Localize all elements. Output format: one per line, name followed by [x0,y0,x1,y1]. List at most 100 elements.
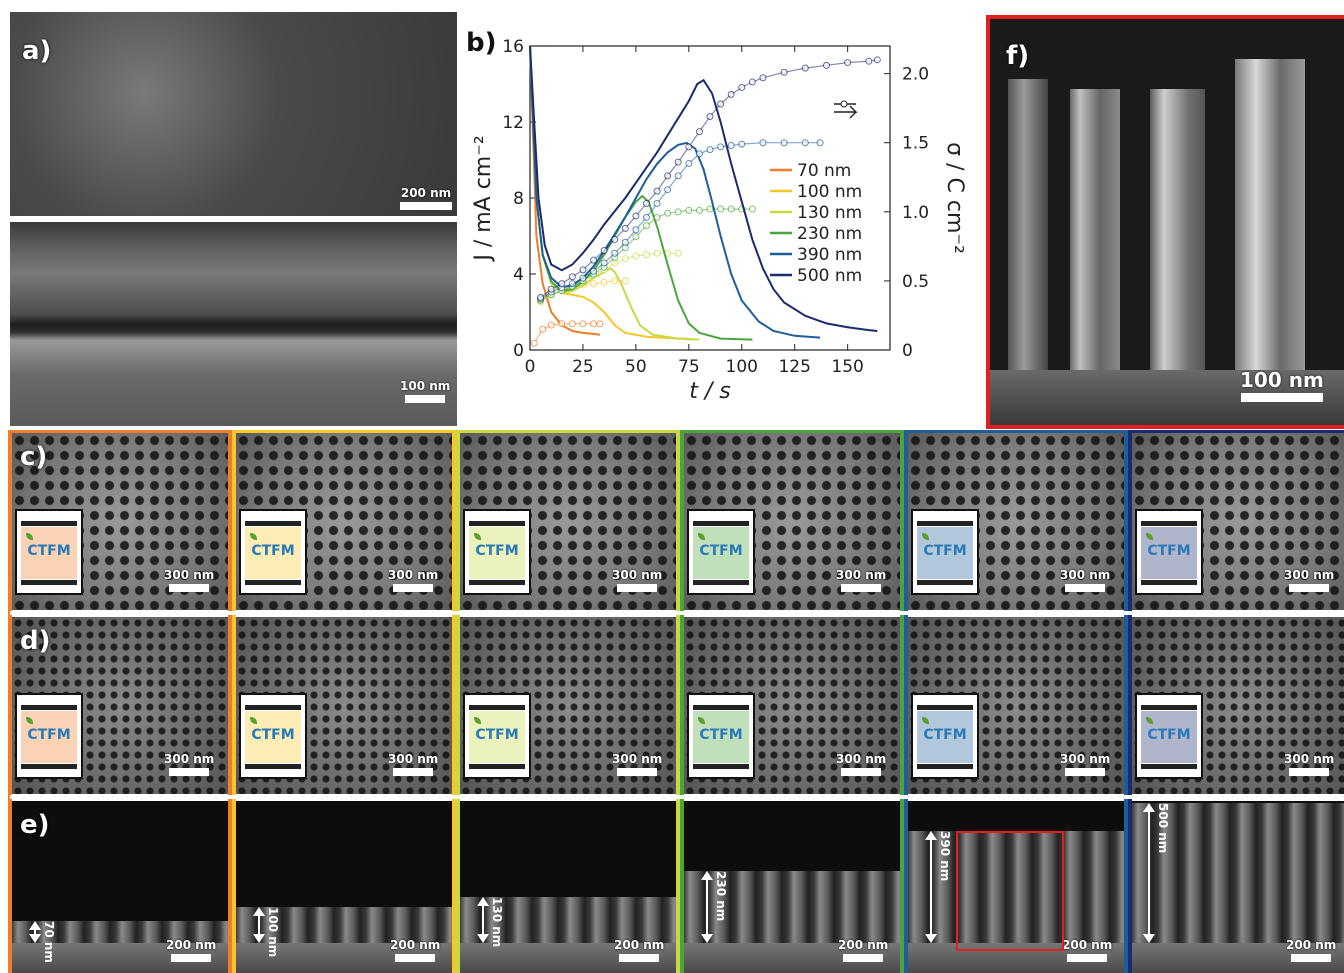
current-line-500nm [529,45,878,332]
scale-bar-label: 300 nm [836,752,887,766]
charge-point [706,112,714,120]
charge-point [611,249,619,257]
logo-text: CTFM [923,543,967,559]
charge-point [539,325,547,333]
scale-bar: 300 nm [388,753,438,776]
charge-point [568,280,576,288]
charge-point [642,200,650,208]
x-tick-label: 25 [572,357,594,377]
logo-text: CTFM [27,543,71,559]
scale-bar: 300 nm [836,569,886,592]
scale-bar-label: 200 nm [390,938,441,952]
logo-text: CTFM [923,727,967,743]
charge-point [664,186,672,194]
charge-point [801,64,809,72]
charge-point [844,59,852,67]
charge-point [653,200,661,208]
height-arrow [253,907,265,943]
scale-bar: 300 nm [612,569,662,592]
ctfm-logo-photo: CTFM [1135,509,1203,595]
charge-point [748,78,756,86]
height-label: 70 nm [42,921,56,963]
cross-section-5: 390 nm 200 nm [908,801,1124,973]
tube-film [908,831,1124,943]
current-charge-chart: 0 25 50 75 100 125 150 0 4 8 12 16 0 0.5 1.0 1.5 2.0 t / … [471,37,967,404]
ctfm-logo-photo: CTFM [463,693,531,779]
plan-view-before-1: CTFM 300 nm [12,433,228,610]
cross-section-6: 500 nm 200 nm [1132,801,1344,973]
cross-section-1: 70 nm 200 nm [12,801,228,973]
scale-bar-a-cross: 100 nm [400,380,450,403]
ctfm-logo-photo: CTFM [911,693,979,779]
charge-point [611,277,619,285]
x-tick-label: 75 [678,357,700,377]
height-label: 130 nm [490,897,504,948]
charge-point [759,139,767,147]
charge-point [547,321,555,329]
charge-point [558,320,566,328]
charge-point [590,280,598,288]
scale-bar: 300 nm [836,753,886,776]
charge-point [664,172,672,180]
charge-point [664,209,672,217]
logo-text: CTFM [475,727,519,743]
column-frame-3 [456,430,680,973]
y2-tick-label: 0 [902,341,913,361]
charge-point [579,320,587,328]
scale-bar-label: 200 nm [400,186,452,200]
panel-label-e: e) [20,810,50,840]
panel-label-b: b) [466,28,497,58]
tube-film [236,907,452,943]
logo-text: CTFM [251,543,295,559]
charge-point [674,208,682,216]
logo-text: CTFM [475,543,519,559]
plan-view-before-4: CTFM 300 nm [684,433,900,610]
charge-point [816,139,824,147]
plan-view-before-6: CTFM 300 nm [1132,433,1344,610]
current-line-130nm [529,45,700,341]
scale-bar-label: 300 nm [1284,568,1335,582]
sem-image-a-cross: 100 nm [10,222,457,426]
scale-bar-label: 200 nm [166,938,217,952]
scale-bar: 200 nm [838,939,888,962]
scale-bar-label: 200 nm [1286,938,1337,952]
panel-label-c: c) [20,442,48,472]
charge-point [685,143,693,151]
scale-bar-label: 300 nm [1060,568,1111,582]
tube-film [684,871,900,943]
x-tick-label: 0 [525,357,536,377]
scale-bar: 200 nm [1286,939,1336,962]
charge-point [674,172,682,180]
plan-view-after-1: CTFM 300 nm [12,617,228,794]
zoom-region-box [956,831,1064,951]
plan-view-before-5: CTFM 300 nm [908,433,1124,610]
charge-point [600,259,608,267]
charge-point [590,267,598,275]
scale-bar: 200 nm [166,939,216,962]
column-frame-6 [1128,430,1344,973]
nanotube-3 [1150,89,1205,379]
scale-bar: 300 nm [1060,569,1110,592]
plan-view-after-2: CTFM 300 nm [236,617,452,794]
charge-point [632,233,640,241]
ctfm-logo-photo: CTFM [687,693,755,779]
charge-point [579,274,587,282]
column-frame-1 [8,430,232,973]
scale-bar-label: 200 nm [1062,938,1113,952]
plan-view-before-2: CTFM 300 nm [236,433,452,610]
height-arrow [477,897,489,943]
legend-label: 230 nm [797,224,862,244]
charge-point [558,280,566,288]
cross-section-3: 130 nm 200 nm [460,801,676,973]
scale-bar: 200 nm [614,939,664,962]
x-tick-label: 100 [726,357,758,377]
charge-point [642,251,650,259]
charge-line-500nm [540,59,878,298]
charge-point [780,68,788,76]
charge-point [738,83,746,91]
plan-view-after-5: CTFM 300 nm [908,617,1124,794]
charge-point [822,61,830,69]
sem-image-a-top: a) 200 nm [10,12,457,216]
charge-point [695,206,703,214]
charge-point [590,320,598,328]
